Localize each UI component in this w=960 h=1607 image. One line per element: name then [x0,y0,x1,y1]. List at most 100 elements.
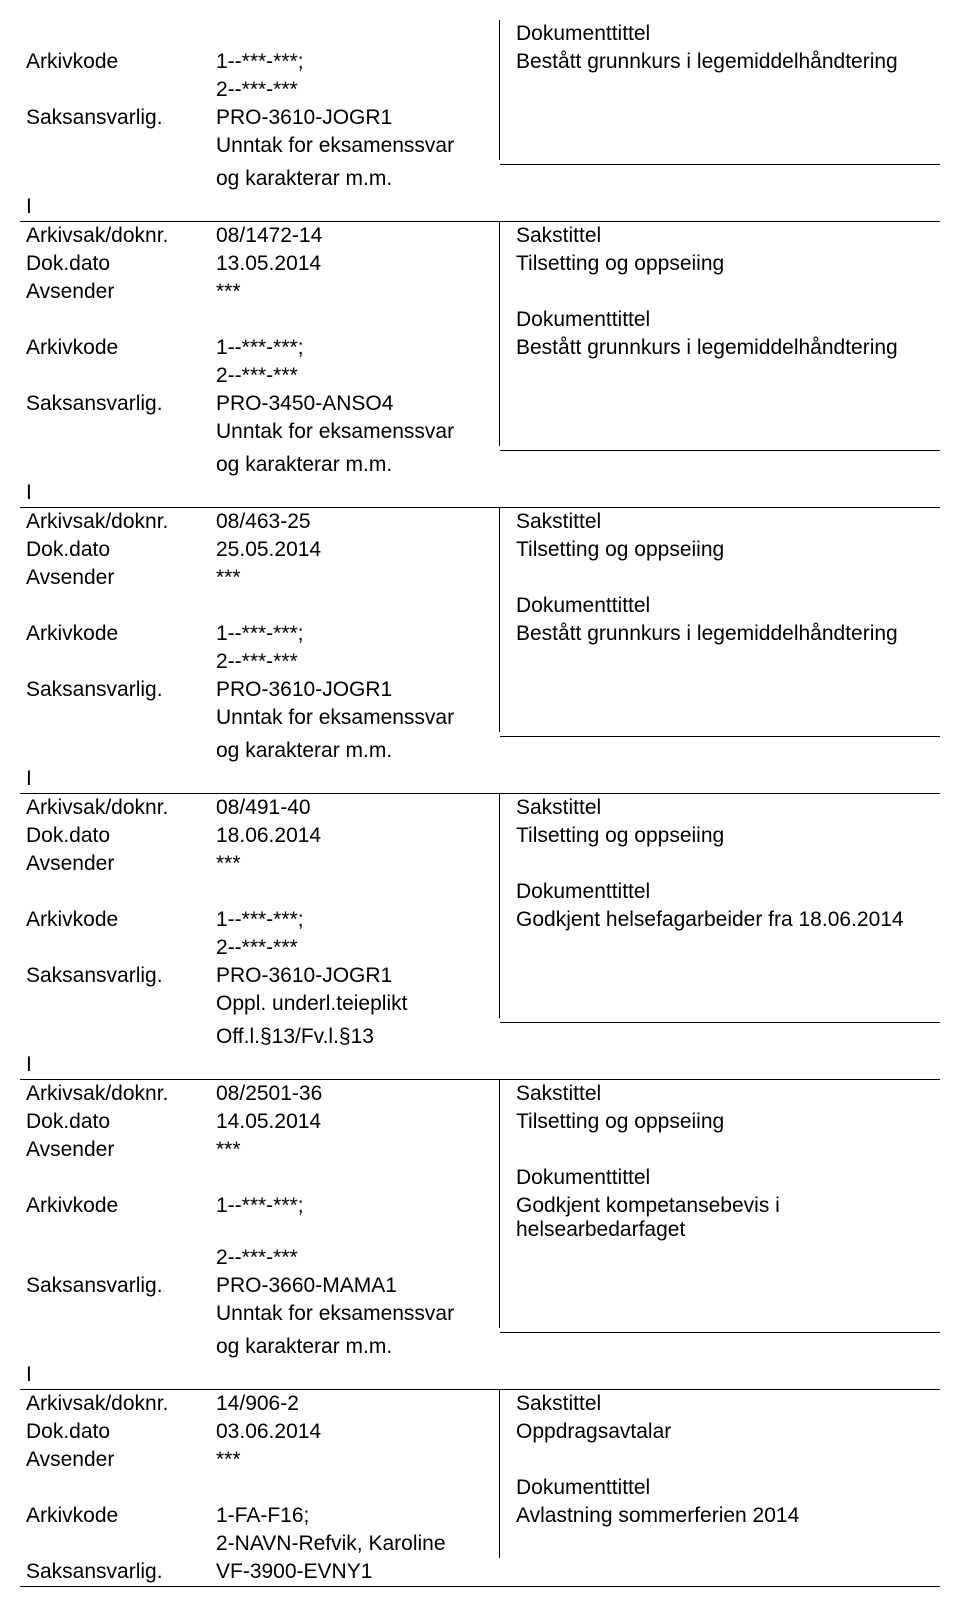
avsender-label: Avsender [20,278,210,306]
dokumenttittel-label: Dokumenttittel [500,592,940,620]
saksansvarlig-value: PRO-3610-JOGR1 [210,676,500,704]
dokumenttittel-label: Dokumenttittel [500,20,940,48]
saksansvarlig-label: Saksansvarlig. [20,104,210,132]
record: Arkivsak/doknr.14/906-2Sakstittel Dok.dat… [20,1389,940,1587]
record: Arkivsak/doknr.08/463-25Sakstittel Dok.da… [20,507,940,793]
arkivkode-value: 1--***-***; [210,1192,500,1244]
i-marker: I [20,1051,210,1079]
arkivsak-value: 08/2501-36 [210,1080,500,1108]
sakstittel-value: Tilsetting og oppseiing [500,1108,940,1136]
saksansvarlig-label: Saksansvarlig. [20,676,210,704]
arkivsak-value: 14/906-2 [210,1390,500,1418]
sakstittel-label: Sakstittel [500,222,940,250]
avsender-value: *** [210,564,500,592]
dokdato-value: 14.05.2014 [210,1108,500,1136]
saksansvarlig-label: Saksansvarlig. [20,1558,210,1586]
dokumenttittel-value: Bestått grunnkurs i legemiddelhåndtering [500,48,940,76]
dokdato-value: 18.06.2014 [210,822,500,850]
avsender-value: *** [210,278,500,306]
dokumenttittel-value: Godkjent kompetansebevis i helsearbedarf… [500,1192,940,1244]
arkivkode-label: Arkivkode [20,334,210,362]
i-marker: I [20,765,210,793]
saksansvarlig-label: Saksansvarlig. [20,1272,210,1300]
arkivsak-label: Arkivsak/doknr. [20,1390,210,1418]
arkivkode-value2: 2--***-*** [210,76,500,104]
avsender-label: Avsender [20,1446,210,1474]
avsender-label: Avsender [20,564,210,592]
extra-line2: og karakterar m.m. [210,165,500,193]
dokumenttittel-value: Bestått grunnkurs i legemiddelhåndtering [500,334,940,362]
sakstittel-value: Tilsetting og oppseiing [500,822,940,850]
avsender-value: *** [210,1136,500,1164]
saksansvarlig-label: Saksansvarlig. [20,962,210,990]
arkivkode-label: Arkivkode [20,620,210,648]
saksansvarlig-value: PRO-3610-JOGR1 [210,962,500,990]
arkivkode-value2: 2--***-*** [210,934,500,962]
arkivkode-label: Arkivkode [20,1502,210,1530]
arkivkode-value: 1--***-***; [210,906,500,934]
dokumenttittel-value: Avlastning sommerferien 2014 [500,1502,940,1530]
arkivkode-value2: 2-NAVN-Refvik, Karoline [210,1530,500,1558]
arkivsak-label: Arkivsak/doknr. [20,1080,210,1108]
i-marker: I [20,1361,210,1389]
i-marker: I [20,479,210,507]
arkivsak-value: 08/1472-14 [210,222,500,250]
saksansvarlig-value: VF-3900-EVNY1 [210,1558,500,1586]
dokumenttittel-label: Dokumenttittel [500,1474,940,1502]
extra-line2: og karakterar m.m. [210,737,500,765]
arkivsak-label: Arkivsak/doknr. [20,222,210,250]
sakstittel-value: Tilsetting og oppseiing [500,250,940,278]
sakstittel-label: Sakstittel [500,1080,940,1108]
i-marker: I [20,193,210,221]
sakstittel-label: Sakstittel [500,508,940,536]
avsender-value: *** [210,1446,500,1474]
dokumenttittel-label: Dokumenttittel [500,1164,940,1192]
extra-line2: og karakterar m.m. [210,1333,500,1361]
arkivkode-value: 1-FA-F16; [210,1502,500,1530]
saksansvarlig-value: PRO-3450-ANSO4 [210,390,500,418]
record: Arkivsak/doknr.08/491-40Sakstittel Dok.da… [20,793,940,1079]
arkivsak-label: Arkivsak/doknr. [20,508,210,536]
extra-line1: Unntak for eksamenssvar [210,132,500,160]
dokdato-value: 13.05.2014 [210,250,500,278]
extra-line1: Unntak for eksamenssvar [210,418,500,446]
arkivkode-label: Arkivkode [20,906,210,934]
dokdato-label: Dok.dato [20,1108,210,1136]
arkivkode-value: 1--***-***; [210,620,500,648]
sakstittel-label: Sakstittel [500,794,940,822]
dokumenttittel-value: Bestått grunnkurs i legemiddelhåndtering [500,620,940,648]
arkivsak-value: 08/491-40 [210,794,500,822]
dokumenttittel-label: Dokumenttittel [500,306,940,334]
dokdato-value: 03.06.2014 [210,1418,500,1446]
dokdato-label: Dok.dato [20,822,210,850]
arkivkode-value2: 2--***-*** [210,362,500,390]
arkivkode-label: Arkivkode [20,1192,210,1244]
arkivkode-value: 1--***-***; [210,48,500,76]
dokdato-value: 25.05.2014 [210,536,500,564]
sakstittel-label: Sakstittel [500,1390,940,1418]
extra-line1: Oppl. underl.teieplikt [210,990,500,1018]
dokumenttittel-label: Dokumenttittel [500,878,940,906]
record: Arkivsak/doknr.08/1472-14Sakstittel Dok.d… [20,221,940,507]
arkivkode-value: 1--***-***; [210,334,500,362]
extra-line2: og karakterar m.m. [210,451,500,479]
arkivkode-value2: 2--***-*** [210,648,500,676]
saksansvarlig-value: PRO-3660-MAMA1 [210,1272,500,1300]
sakstittel-value: Tilsetting og oppseiing [500,536,940,564]
extra-line1: Unntak for eksamenssvar [210,1300,500,1328]
dokdato-label: Dok.dato [20,250,210,278]
record: Arkivsak/doknr.08/2501-36Sakstittel Dok.d… [20,1079,940,1389]
extra-line1: Unntak for eksamenssvar [210,704,500,732]
sakstittel-value: Oppdragsavtalar [500,1418,940,1446]
arkivkode-value2: 2--***-*** [210,1244,500,1272]
extra-line2: Off.l.§13/Fv.l.§13 [210,1023,500,1051]
arkivkode-label: Arkivkode [20,48,210,76]
dokdato-label: Dok.dato [20,536,210,564]
arkivsak-value: 08/463-25 [210,508,500,536]
dokdato-label: Dok.dato [20,1418,210,1446]
avsender-value: *** [210,850,500,878]
dokumenttittel-value: Godkjent helsefagarbeider fra 18.06.2014 [500,906,940,934]
avsender-label: Avsender [20,1136,210,1164]
arkivsak-label: Arkivsak/doknr. [20,794,210,822]
saksansvarlig-value: PRO-3610-JOGR1 [210,104,500,132]
